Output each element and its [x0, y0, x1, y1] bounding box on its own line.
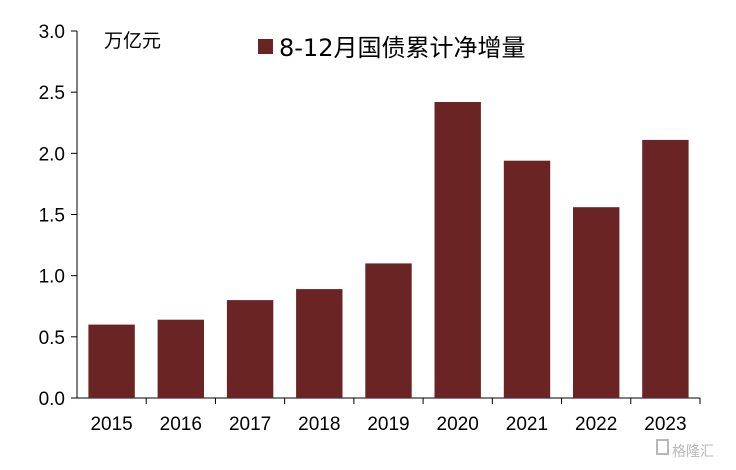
x-tick-label: 2021 [506, 414, 548, 435]
y-tick-label: 0.0 [39, 389, 65, 410]
y-axis-unit-label: 万亿元 [104, 30, 161, 52]
bar-2023 [642, 139, 689, 398]
y-tick-label: 2.5 [39, 83, 65, 104]
bar-2015 [88, 324, 135, 398]
x-tick-label: 2018 [298, 414, 340, 435]
bar-2019 [365, 263, 412, 398]
x-tick-label: 2017 [229, 414, 271, 435]
x-tick-label: 2019 [367, 414, 409, 435]
x-tick-label: 2020 [437, 414, 479, 435]
y-tick-label: 2.0 [39, 144, 65, 165]
y-tick-label: 0.5 [39, 328, 65, 349]
y-axis-ticks: 0.0 0.5 1.0 1.5 2.0 2.5 3.0 [39, 22, 77, 410]
bar-2022 [573, 207, 620, 398]
y-tick-label: 3.0 [39, 22, 65, 43]
legend: 8-12月国债累计净增量 [258, 34, 525, 62]
legend-label: 8-12月国债累计净增量 [279, 34, 525, 62]
x-tick-label: 2022 [575, 414, 617, 435]
bar-2017 [226, 300, 274, 398]
y-tick-label: 1.5 [39, 206, 65, 227]
bars [88, 102, 689, 398]
watermark-logo-icon [656, 439, 669, 455]
legend-swatch [258, 39, 273, 54]
x-tick-label: 2015 [90, 414, 132, 435]
bar-2018 [296, 289, 343, 398]
bar-2021 [503, 160, 551, 398]
bar-2020 [434, 102, 481, 398]
x-axis-ticks: 2015 2016 2017 2018 2019 2020 2021 2022 2023 [90, 398, 701, 435]
watermark-text: 格隆汇 [672, 444, 714, 460]
y-tick-label: 1.0 [39, 267, 65, 288]
watermark-logo: 格隆汇 [656, 439, 714, 460]
x-tick-label: 2023 [644, 414, 686, 435]
x-tick-label: 2016 [160, 414, 202, 435]
bar-2016 [157, 319, 204, 398]
